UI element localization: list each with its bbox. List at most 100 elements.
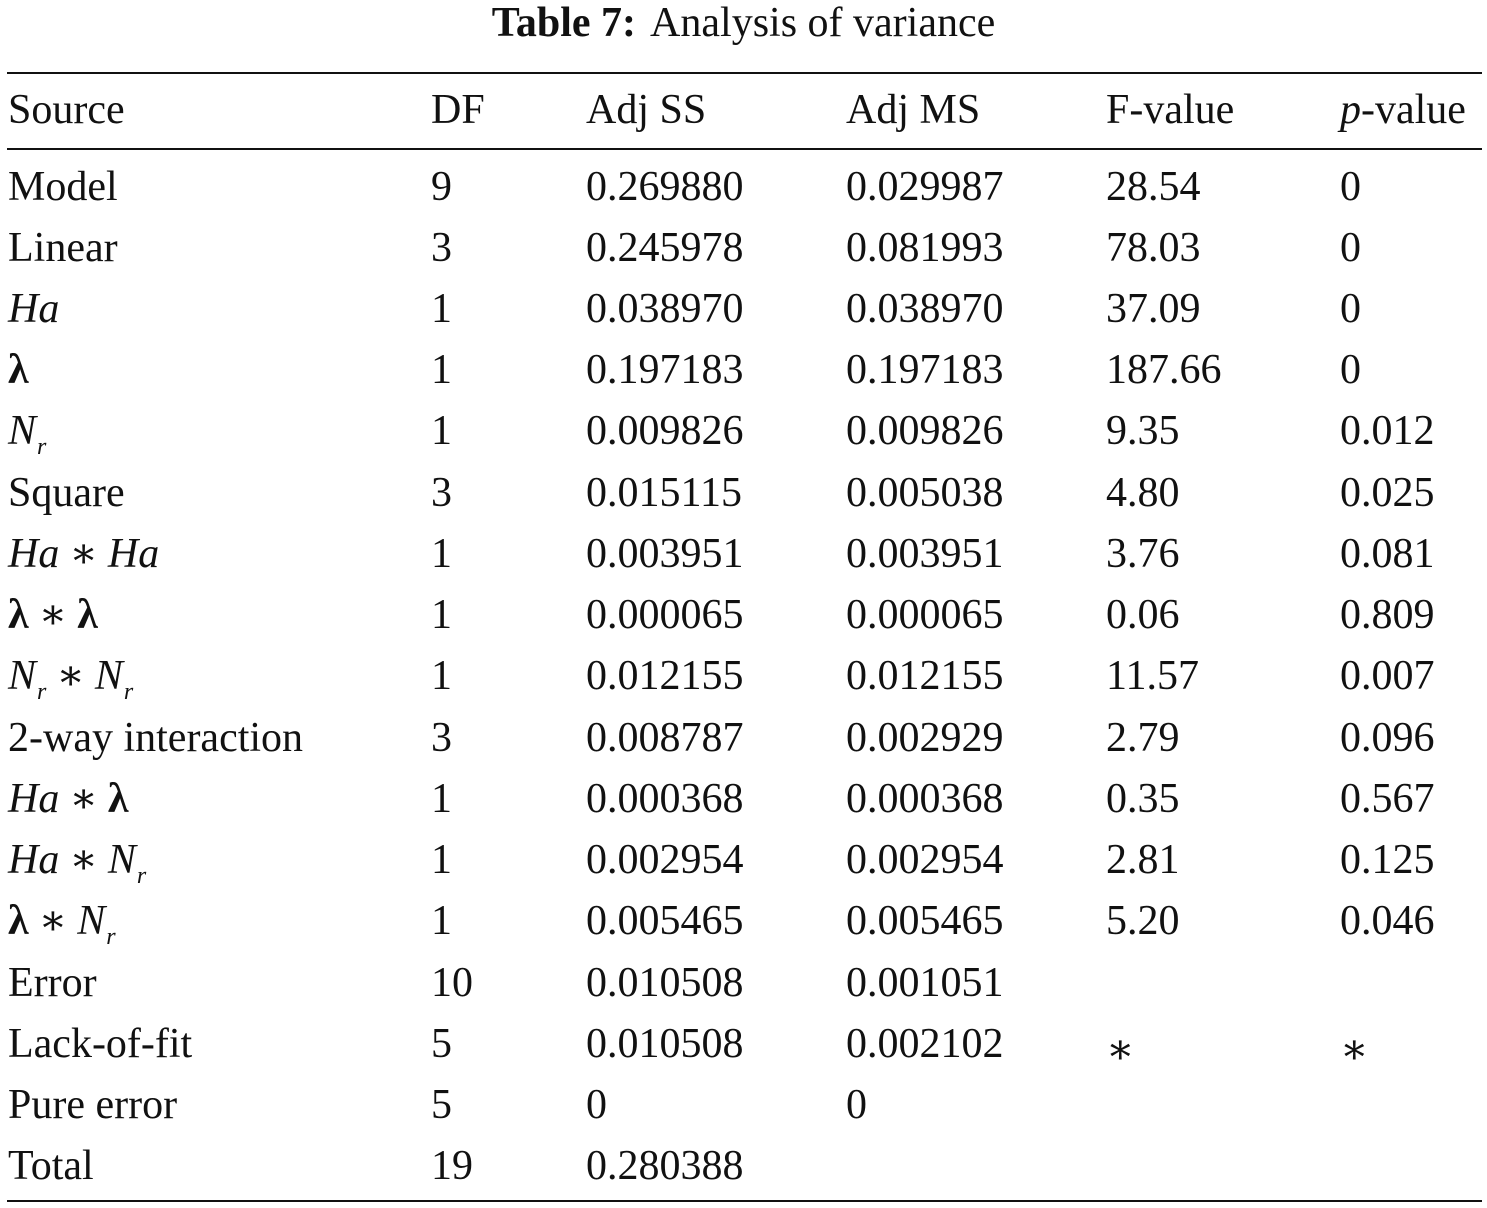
adj-ss-cell: 0.015115 [586,470,742,516]
p-value-cell: 0.125 [1340,837,1435,883]
p-value-cell: ∗ [1340,1027,1369,1073]
adj-ss-cell: 0.010508 [586,1021,744,1067]
df-cell: 1 [431,898,452,944]
adj-ms-cell: 0.005038 [846,470,1004,516]
source-cell: Error [8,960,97,1006]
adj-ms-cell: 0.002102 [846,1021,1004,1067]
table-title: Analysis of variance [650,0,996,46]
adj-ms-cell: 0.000368 [846,776,1004,822]
adj-ss-cell: 0.009826 [586,408,744,454]
adj-ss-cell: 0 [586,1082,607,1128]
f-value-cell: 2.81 [1106,837,1180,883]
p-value-cell: 0 [1340,286,1361,332]
table-row-ha: Ha 1 0.038970 0.038970 37.09 0 [0,279,1487,340]
source-cell: Nr ∗ Nr [8,653,134,705]
header-adj-ss: Adj SS [586,87,707,133]
f-value-cell: 5.20 [1106,898,1180,944]
table-number: Table 7: [491,0,637,46]
bottom-rule [7,1200,1482,1202]
header-adj-ms: Adj MS [846,87,981,133]
header-source: Source [8,87,125,133]
df-cell: 1 [431,347,452,393]
p-value-cell: 0 [1340,225,1361,271]
adj-ss-cell: 0.000368 [586,776,744,822]
adj-ss-cell: 0.012155 [586,653,744,699]
df-cell: 3 [431,715,452,761]
table-row-ha-nr: Ha ∗ Nr 1 0.002954 0.002954 2.81 0.125 [0,830,1487,891]
df-cell: 3 [431,225,452,271]
adj-ss-cell: 0.280388 [586,1143,744,1189]
p-value-cell: 0.081 [1340,531,1435,577]
df-cell: 1 [431,776,452,822]
adj-ms-cell: 0 [846,1082,867,1128]
adj-ms-cell: 0.009826 [846,408,1004,454]
df-cell: 1 [431,592,452,638]
adj-ss-cell: 0.010508 [586,960,744,1006]
table-row-square: Square 3 0.015115 0.005038 4.80 0.025 [0,463,1487,524]
adj-ms-cell: 0.029987 [846,164,1004,210]
p-value-cell: 0.007 [1340,653,1435,699]
lambda-symbol: λ [8,347,29,393]
p-value-cell: 0.809 [1340,592,1435,638]
table-row-lambda-lambda: λ ∗ λ 1 0.000065 0.000065 0.06 0.809 [0,585,1487,646]
f-value-cell: 4.80 [1106,470,1180,516]
source-cell: Linear [8,225,118,271]
table-row-error: Error 10 0.010508 0.001051 [0,953,1487,1014]
table-row-linear: Linear 3 0.245978 0.081993 78.03 0 [0,218,1487,279]
top-rule [7,72,1482,74]
f-value-cell: 3.76 [1106,531,1180,577]
df-cell: 5 [431,1082,452,1128]
adj-ss-cell: 0.003951 [586,531,744,577]
p-value-cell: 0.096 [1340,715,1435,761]
table-row-lack-of-fit: Lack-of-fit 5 0.010508 0.002102 ∗ ∗ [0,1014,1487,1075]
source-cell: Pure error [8,1082,178,1128]
f-value-cell: 2.79 [1106,715,1180,761]
adj-ss-cell: 0.005465 [586,898,744,944]
p-value-cell: 0.025 [1340,470,1435,516]
header-df: DF [431,87,485,133]
ha-symbol: Ha [8,286,60,332]
adj-ms-cell: 0.197183 [846,347,1004,393]
df-cell: 1 [431,531,452,577]
p-value-cell: 0.012 [1340,408,1435,454]
header-p-value: p-value [1340,87,1466,133]
f-value-cell: 11.57 [1106,653,1199,699]
adj-ms-cell: 0.038970 [846,286,1004,332]
table-row-pure-error: Pure error 5 0 0 [0,1075,1487,1136]
df-cell: 1 [431,653,452,699]
table-row-nr: Nr 1 0.009826 0.009826 9.35 0.012 [0,401,1487,462]
f-value-cell: ∗ [1106,1027,1135,1073]
f-value-cell: 0.35 [1106,776,1180,822]
df-cell: 3 [431,470,452,516]
adj-ss-cell: 0.245978 [586,225,744,271]
f-value-cell: 28.54 [1106,164,1201,210]
source-cell: λ ∗ λ [8,592,98,638]
source-cell: Lack-of-fit [8,1021,193,1067]
table-row-lambda-nr: λ ∗ Nr 1 0.005465 0.005465 5.20 0.046 [0,891,1487,952]
adj-ss-cell: 0.197183 [586,347,744,393]
table-row-ha-ha: Ha ∗ Ha 1 0.003951 0.003951 3.76 0.081 [0,524,1487,585]
table-row-model: Model 9 0.269880 0.029987 28.54 0 [0,157,1487,218]
source-cell: Square [8,470,125,516]
table-row-total: Total 19 0.280388 [0,1136,1487,1197]
adj-ss-cell: 0.038970 [586,286,744,332]
source-cell: Ha [8,279,59,340]
adj-ms-cell: 0.012155 [846,653,1004,699]
df-cell: 1 [431,286,452,332]
header-f-value: F-value [1106,87,1235,133]
table-header-row: Source DF Adj SS Adj MS F-value p-value [0,80,1487,141]
source-cell: Nr [8,408,47,460]
p-value-cell: 0.046 [1340,898,1435,944]
f-value-cell: 9.35 [1106,408,1180,454]
p-value-cell: 0 [1340,164,1361,210]
df-cell: 1 [431,408,452,454]
source-cell: Ha ∗ Ha [8,531,160,577]
df-cell: 19 [431,1143,473,1189]
df-cell: 10 [431,960,473,1006]
adj-ms-cell: 0.001051 [846,960,1004,1006]
source-cell: Ha ∗ Nr [8,837,147,889]
adj-ms-cell: 0.000065 [846,592,1004,638]
table-row-lambda: λ 1 0.197183 0.197183 187.66 0 [0,340,1487,401]
adj-ss-cell: 0.002954 [586,837,744,883]
adj-ms-cell: 0.002954 [846,837,1004,883]
